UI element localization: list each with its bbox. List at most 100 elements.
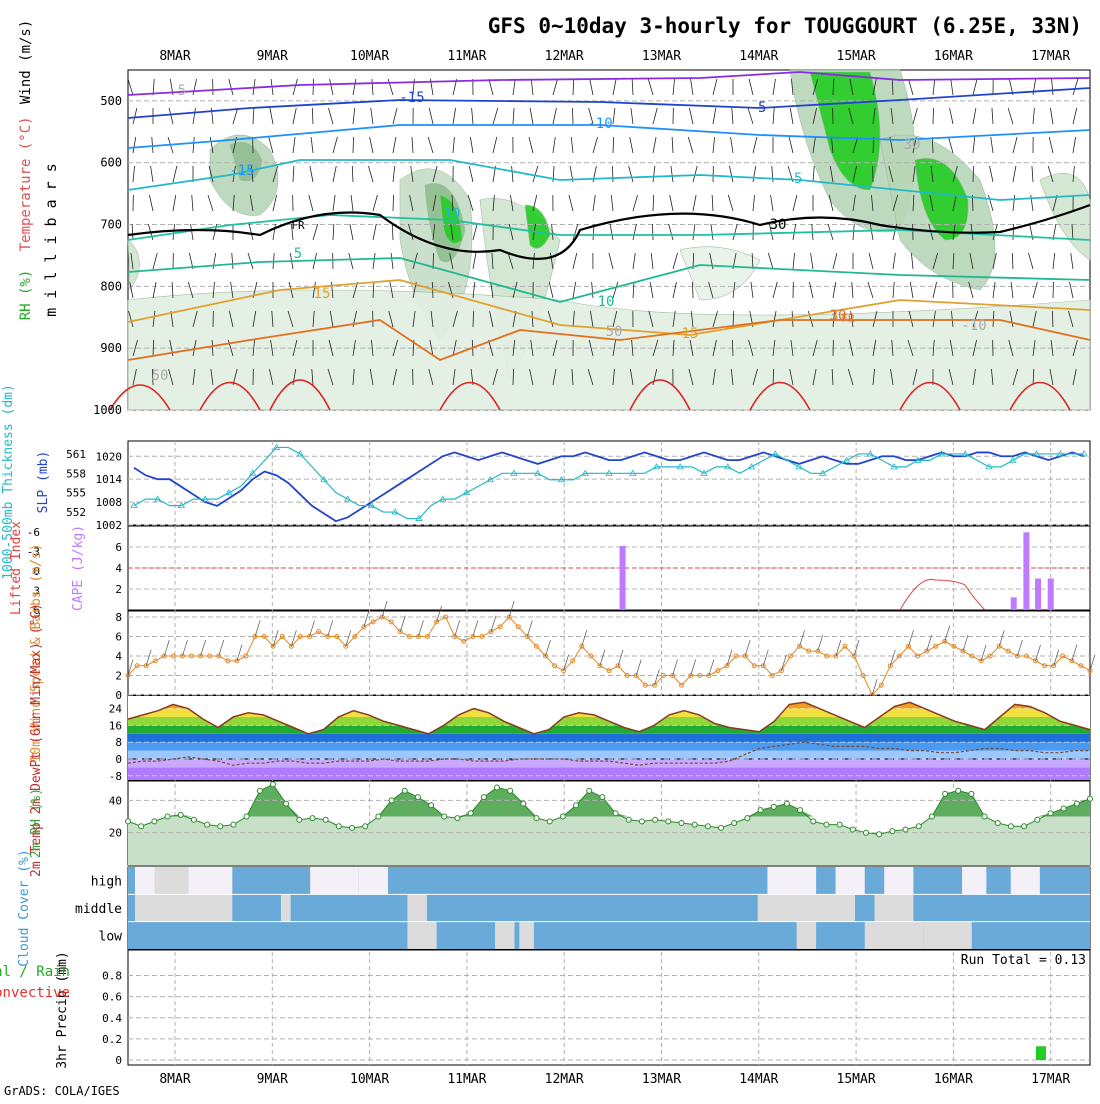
wind-barb [669, 224, 673, 240]
wind-barb [333, 195, 335, 211]
pressure-tick-label: 500 [100, 94, 122, 108]
thickness-tick-label: 561 [66, 448, 86, 461]
wind10m-barb [455, 621, 460, 637]
precip-tick-label: 0.2 [102, 1033, 122, 1046]
rh2m-point [956, 788, 961, 793]
cloud-row-label: low [99, 929, 123, 944]
wind-barb [573, 79, 574, 95]
rh2m-point [297, 817, 302, 822]
rh2m-point [850, 827, 855, 832]
wind-barb [793, 195, 797, 211]
wind-barb [412, 137, 413, 153]
rh2m-point [165, 814, 170, 819]
wind10m-tick-label: 4 [115, 650, 122, 663]
slp-axis-label: SLP (mb) [36, 451, 51, 514]
date-label-bottom: 8MAR [159, 1072, 190, 1087]
wind-barb [732, 340, 733, 356]
rh2m-point [521, 801, 526, 806]
rh2m-point [270, 782, 275, 787]
wind-barb [529, 137, 533, 153]
rh2m-point [363, 824, 368, 829]
wind-barb [653, 137, 656, 153]
contour-label: -15 [399, 90, 424, 106]
li-axis-label: Lifted Index [9, 521, 24, 615]
precip-tick-label: 0.8 [102, 970, 122, 983]
wind10m-barb [1072, 645, 1077, 661]
wind10m-barb [182, 640, 187, 656]
cloud-cell [359, 867, 388, 894]
wind-barb [629, 166, 633, 182]
cape-axis-label: CAPE (J/kg) [71, 525, 86, 611]
wind-barb [493, 108, 498, 124]
wind-barb [673, 253, 678, 269]
date-label-bottom: 10MAR [350, 1072, 389, 1087]
wind-barb [672, 137, 673, 153]
cape-tick-label: 4 [115, 562, 122, 575]
wind-barb [173, 166, 177, 182]
cloud-cell [923, 922, 972, 949]
rh2m-tick-label: 40 [109, 794, 122, 807]
slp-tick-label: 1002 [96, 519, 123, 532]
credit-text: GrADS: COLA/IGES [4, 1084, 120, 1098]
rh2m-point [126, 819, 131, 824]
wind-barb [133, 108, 137, 124]
wind-barb [309, 195, 313, 211]
wind-barb [933, 79, 935, 95]
precip-bars [1036, 1046, 1046, 1060]
wind-barb [333, 137, 337, 153]
cloud-cell [826, 894, 855, 921]
rh2m-point [402, 788, 407, 793]
date-label-bottom: 12MAR [545, 1072, 584, 1087]
cloud-axis-label: Cloud Cover (%) [17, 849, 32, 966]
date-label-bottom: 11MAR [447, 1072, 486, 1087]
wind-barb [193, 108, 195, 124]
wind-barb [809, 282, 813, 298]
wind-barb [249, 224, 253, 240]
wind-barb [373, 195, 377, 211]
wind-barb [370, 137, 373, 153]
rh2m-point [732, 821, 737, 826]
rh2m-point [639, 819, 644, 824]
date-label-top: 16MAR [934, 49, 973, 64]
wind-barb [313, 224, 318, 240]
wind-barb [273, 224, 275, 240]
rh2m-point [1008, 824, 1013, 829]
rh2m-point [705, 824, 710, 829]
cloud-cell [874, 894, 913, 921]
wind10m-barb [618, 650, 623, 666]
rh2m-point [178, 812, 183, 817]
wind-barb [248, 253, 253, 269]
wind-barb [633, 195, 638, 211]
wind-barb [152, 137, 153, 153]
temp-band [128, 759, 1090, 767]
rh2m-point [1048, 811, 1053, 816]
wind-barb [713, 137, 715, 153]
cloud-cell [310, 867, 359, 894]
wind-barb [933, 282, 937, 298]
wind-barb [632, 79, 633, 95]
precip-bar [1036, 1046, 1046, 1060]
rh2m-point [310, 816, 315, 821]
rh2m-point [336, 824, 341, 829]
rh2m-tick-label: 20 [109, 827, 122, 840]
wind-barb [868, 282, 873, 298]
wind-barb [393, 108, 397, 124]
wind-barb [991, 137, 993, 153]
wind-barb [790, 108, 793, 124]
wind-barb [609, 253, 613, 269]
wind-barb [633, 224, 636, 240]
rh2m-point [679, 821, 684, 826]
contour-label: 50 [152, 368, 169, 384]
rh2m-point [613, 811, 618, 816]
contour-label: 5 [294, 246, 302, 262]
wind-barb [913, 108, 917, 124]
wind-barb [893, 253, 895, 269]
wind-barb [772, 166, 773, 182]
rh2m-ticks: 40 20 [109, 794, 122, 839]
pressure-tick-label: 900 [100, 341, 122, 355]
wind-barb [1073, 79, 1078, 95]
